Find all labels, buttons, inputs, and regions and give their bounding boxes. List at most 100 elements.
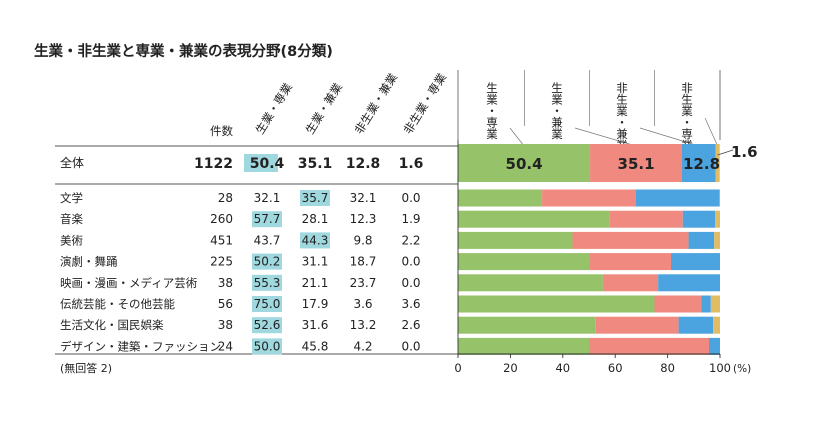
legend-leader-4 bbox=[704, 117, 718, 147]
x-tick-label: 100 bbox=[709, 361, 731, 375]
row-label: 文学 bbox=[60, 191, 83, 205]
bar-segment-2-1 bbox=[590, 144, 683, 182]
row-value-2: 45.8 bbox=[302, 339, 329, 353]
column-header-3: 非生業・兼業 bbox=[352, 70, 401, 136]
row-count: 24 bbox=[218, 339, 233, 353]
bar-segment-2-5 bbox=[589, 253, 672, 271]
row-value-4: 0.0 bbox=[401, 339, 420, 353]
row-label: 音楽 bbox=[60, 212, 83, 226]
x-tick-label: 40 bbox=[555, 361, 570, 375]
row-count: 56 bbox=[218, 297, 233, 311]
total-value-3: 12.8 bbox=[346, 156, 381, 172]
bar-segment-1-3 bbox=[458, 210, 610, 228]
row-value-2: 31.1 bbox=[302, 255, 329, 269]
total-bar-label-1: 50.4 bbox=[506, 155, 543, 173]
data-table: 全体 1122 50.4 35.1 12.8 1.6 文学 28 32.1 35.7 32.1 0.0… bbox=[60, 154, 424, 355]
row-value-3: 12.3 bbox=[350, 212, 377, 226]
column-header-4: 非生業・専業 bbox=[401, 70, 450, 136]
row-count: 38 bbox=[218, 276, 233, 290]
total-highlight bbox=[244, 154, 278, 172]
legend-headers: 生業・専業 生業・兼業 非生業・兼業 非生業・専業 bbox=[457, 70, 721, 151]
row-value-1: 52.6 bbox=[254, 318, 281, 332]
row-count: 28 bbox=[218, 191, 233, 205]
row-value-2: 31.6 bbox=[302, 318, 329, 332]
total-bar-label-2: 35.1 bbox=[618, 155, 655, 173]
total-value-2: 35.1 bbox=[298, 156, 333, 172]
row-value-1: 50.2 bbox=[254, 255, 281, 269]
row-count: 260 bbox=[210, 212, 233, 226]
total-bar-leader bbox=[717, 149, 734, 156]
bar-segment-1-8 bbox=[458, 316, 596, 334]
row-value-2: 44.3 bbox=[302, 233, 329, 247]
bar-segment-2-2 bbox=[542, 189, 636, 207]
row-value-2: 21.1 bbox=[302, 276, 329, 290]
legend-leader-2 bbox=[574, 127, 637, 147]
x-axis-unit: (%) bbox=[733, 363, 751, 375]
bar-segment-1-5 bbox=[458, 253, 590, 271]
bar-data-labels: 50.4 35.1 12.8 1.6 bbox=[506, 143, 758, 173]
total-bar-label-3: 12.8 bbox=[683, 155, 720, 173]
count-column-header: 件数 bbox=[210, 124, 233, 138]
bar-segment-1-4 bbox=[458, 231, 573, 249]
total-value-1: 50.4 bbox=[250, 156, 285, 172]
legend-label-3: 非生業・兼業 bbox=[615, 82, 629, 151]
x-tick-label: 60 bbox=[608, 361, 623, 375]
bar-segment-2-6 bbox=[602, 274, 659, 292]
legend-label-4: 非生業・専業 bbox=[680, 82, 694, 151]
total-row-label: 全体 bbox=[60, 155, 84, 170]
legend-label-2: 生業・兼業 bbox=[550, 81, 564, 139]
total-bar-label-4: 1.6 bbox=[731, 143, 758, 161]
row-value-4: 1.9 bbox=[401, 212, 420, 226]
row-count: 451 bbox=[210, 233, 233, 247]
row-label: 演劇・舞踊 bbox=[60, 255, 118, 269]
no-answer-footnote: (無回答 2) bbox=[60, 361, 112, 375]
bar-segment-3-3 bbox=[682, 210, 716, 228]
row-value-4: 2.6 bbox=[401, 318, 420, 332]
row-label: デザイン・建築・ファッション bbox=[60, 339, 221, 353]
row-value-2: 28.1 bbox=[302, 212, 329, 226]
row-value-2: 35.7 bbox=[302, 191, 329, 205]
row-highlight bbox=[252, 296, 282, 312]
row-value-4: 0.0 bbox=[401, 276, 420, 290]
chart-title: 生業・非生業と専業・兼業の表現分野(8分類) bbox=[34, 42, 333, 60]
row-value-3: 3.6 bbox=[353, 297, 372, 311]
bar-segment-4-1 bbox=[715, 144, 720, 182]
row-highlight bbox=[300, 190, 330, 206]
row-highlight bbox=[252, 338, 282, 355]
row-value-3: 32.1 bbox=[350, 191, 377, 205]
bar-segment-2-4 bbox=[572, 231, 689, 249]
bar-segment-1-6 bbox=[458, 274, 603, 292]
bar-segment-4-7 bbox=[710, 295, 720, 313]
row-value-3: 13.2 bbox=[350, 318, 377, 332]
row-value-3: 4.2 bbox=[353, 339, 372, 353]
row-value-4: 0.0 bbox=[401, 191, 420, 205]
bar-segment-4-8 bbox=[713, 316, 720, 334]
row-value-1: 75.0 bbox=[254, 297, 281, 311]
row-value-1: 43.7 bbox=[254, 233, 281, 247]
bar-segment-3-9 bbox=[708, 337, 720, 355]
row-value-1: 55.3 bbox=[254, 276, 281, 290]
row-value-2: 17.9 bbox=[302, 297, 329, 311]
bar-segment-4-3 bbox=[715, 210, 720, 228]
bar-segment-3-4 bbox=[688, 231, 715, 249]
bar-segment-3-6 bbox=[658, 274, 720, 292]
total-value-4: 1.6 bbox=[399, 156, 424, 172]
x-tick-label: 0 bbox=[454, 361, 461, 375]
row-label: 美術 bbox=[60, 233, 83, 247]
row-count: 38 bbox=[218, 318, 233, 332]
row-value-4: 2.2 bbox=[401, 233, 420, 247]
row-value-3: 18.7 bbox=[350, 255, 377, 269]
stacked-bars bbox=[458, 144, 720, 355]
row-value-4: 0.0 bbox=[401, 255, 420, 269]
row-label: 伝統芸能・その他芸能 bbox=[60, 297, 175, 311]
bar-segment-1-7 bbox=[458, 295, 655, 313]
bar-segment-3-2 bbox=[635, 189, 720, 207]
bar-segment-2-8 bbox=[595, 316, 679, 334]
row-highlight bbox=[252, 317, 282, 334]
x-tick-label: 80 bbox=[660, 361, 675, 375]
total-row-count: 1122 bbox=[194, 156, 233, 172]
legend-leader-1 bbox=[509, 127, 525, 147]
legend-leader-3 bbox=[639, 127, 699, 147]
row-value-1: 32.1 bbox=[254, 191, 281, 205]
